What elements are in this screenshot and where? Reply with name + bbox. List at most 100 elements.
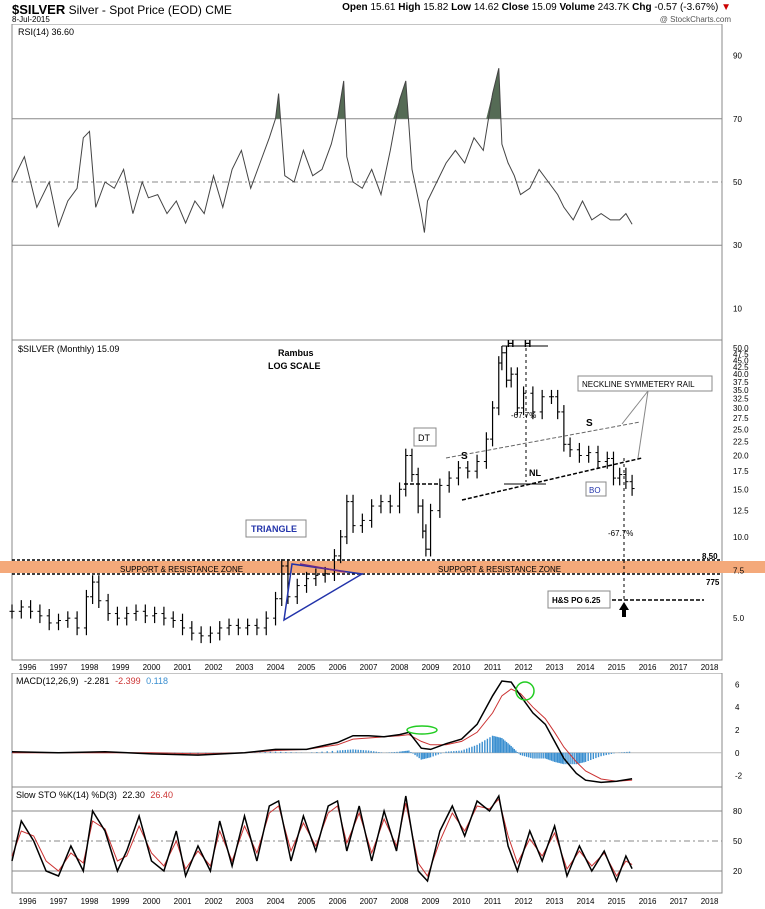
- sto-legend: Slow STO %K(14) %D(3) 22.30 26.40: [16, 790, 173, 800]
- price-x-tick: 2006: [329, 663, 347, 672]
- left-shoulder-label: S: [461, 451, 468, 462]
- sto-x-tick: 2003: [236, 897, 254, 906]
- low-label: Low: [451, 2, 472, 13]
- price-x-tick: 2011: [484, 663, 502, 672]
- sto-x-tick: 2006: [329, 897, 347, 906]
- price-y-tick: 7.5: [733, 567, 745, 576]
- price-y-tick: 15.0: [733, 485, 749, 494]
- neckline-rail-callout: [577, 375, 713, 392]
- sto-d-line: [11, 797, 633, 878]
- price-y-tick: 47.5: [733, 350, 749, 359]
- rail-callout-leader-1: [621, 390, 649, 425]
- head-left-label: H: [507, 340, 514, 350]
- sto-y-tick: 50: [733, 837, 742, 846]
- bo-label: BO: [589, 486, 601, 495]
- symbol-description: Silver - Spot Price (EOD): [68, 3, 202, 17]
- sto-frame: [11, 787, 723, 894]
- rambus-title: Rambus: [278, 348, 314, 358]
- open-value: 15.61: [370, 2, 396, 13]
- volume-value: 243.7K: [597, 2, 630, 13]
- sto-x-tick: 2008: [391, 897, 409, 906]
- price-x-tick: 2017: [670, 663, 688, 672]
- price-x-ticks: 1996 1997 1998 1999 2000 2001 2002 2003 2004 2005…: [19, 663, 719, 672]
- price-x-tick: 2013: [546, 663, 564, 672]
- macd-y-tick: 4: [735, 703, 740, 712]
- dt-callout: [413, 427, 437, 447]
- sto-x-tick: 2002: [205, 897, 223, 906]
- zone-label-left: SUPPORT & RESISTANCE ZONE: [120, 565, 243, 574]
- chart-header: $SILVER Silver - Spot Price (EOD) CME 8-…: [0, 0, 765, 26]
- price-x-tick: 2000: [143, 663, 161, 672]
- level-lower-label: 775: [706, 578, 720, 587]
- macd-y-ticks: -2 0 2 4 6: [12, 680, 743, 781]
- macd-highlight-2008: [406, 725, 438, 735]
- price-x-tick: 2018: [701, 663, 719, 672]
- rsi-grid: [12, 118, 722, 246]
- price-x-tick: 2010: [453, 663, 471, 672]
- price-y-ticks: 5.0 7.5 10.0 12.5 15.0 17.5 20.0 22.5 25.0 27.530…: [733, 344, 749, 623]
- sto-x-tick: 1997: [50, 897, 68, 906]
- rsi-y-ticks: 10 30 50 70 90: [733, 52, 742, 314]
- rsi-overbought-fill: [275, 68, 501, 119]
- exchange: CME: [205, 3, 232, 17]
- sto-x-tick: 2013: [546, 897, 564, 906]
- price-y-tick: 25.0: [733, 425, 749, 434]
- price-pane: SUPPORT & RESISTANCE ZONE SUPPORT & RESI…: [0, 340, 765, 672]
- price-y-tick: 35.0: [733, 386, 749, 395]
- pct-bottom-label: -67.7%: [608, 529, 633, 538]
- price-x-tick: 2003: [236, 663, 254, 672]
- sto-x-tick: 2010: [453, 897, 471, 906]
- price-x-tick: 2009: [422, 663, 440, 672]
- open-label: Open: [342, 2, 368, 13]
- rsi-overbought-area: [486, 68, 501, 119]
- sto-x-tick: 2014: [577, 897, 595, 906]
- price-x-tick: 2012: [515, 663, 533, 672]
- neckline-rail-label: NECKLINE SYMMETERY RAIL: [582, 380, 695, 389]
- macd-signal-value: -2.399: [115, 676, 141, 686]
- macd-legend: MACD(12,26,9) -2.281 -2.399 0.118: [16, 676, 168, 686]
- zone-label-right: SUPPORT & RESISTANCE ZONE: [438, 565, 561, 574]
- po-arrow-up-icon: [619, 602, 629, 617]
- macd-title: MACD(12,26,9): [16, 676, 79, 686]
- price-y-tick: 27.5: [733, 414, 749, 423]
- head-right-label: H: [524, 340, 531, 350]
- macd-line: [11, 680, 633, 784]
- rsi-line: [11, 68, 633, 233]
- price-x-tick: 2014: [577, 663, 595, 672]
- rsi-overbought-area: [393, 80, 409, 119]
- sto-x-tick: 2011: [484, 897, 502, 906]
- price-x-tick: 2004: [267, 663, 285, 672]
- sto-x-tick: 1999: [112, 897, 130, 906]
- quote-line: Open 15.61 High 15.82 Low 14.62 Close 15…: [342, 2, 731, 13]
- change-value: -0.57 (-3.67%): [654, 2, 719, 13]
- macd-signal-line: [12, 688, 633, 782]
- po-label: H&S PO 6.25: [552, 596, 601, 605]
- sto-x-tick: 2005: [298, 897, 316, 906]
- price-x-tick: 1999: [112, 663, 130, 672]
- rsi-pane: 10 30 50 70 90 RSI(14) 36.60: [11, 24, 742, 340]
- price-frame: [11, 340, 723, 661]
- triangle-label: TRIANGLE: [251, 524, 297, 534]
- rsi-y-tick: 30: [733, 241, 742, 250]
- pct-top-label: -67.7%: [511, 411, 536, 420]
- macd-hist-value: 0.118: [146, 676, 168, 686]
- symbol: $SILVER: [12, 2, 66, 17]
- macd-highlight-2011: [515, 681, 535, 701]
- macd-histogram: [11, 735, 631, 765]
- right-shoulder-label: S: [586, 418, 593, 429]
- sto-d-value: 26.40: [150, 790, 173, 800]
- sto-x-tick: 1998: [81, 897, 99, 906]
- change-down-arrow-icon: ▼: [721, 2, 731, 13]
- macd-y-tick: 0: [735, 749, 740, 758]
- close-value: 15.09: [531, 2, 557, 13]
- po-callout: [547, 590, 611, 609]
- sto-x-tick: 2009: [422, 897, 440, 906]
- sto-pane: 20 50 80 Slow STO %K(14) %D(3) 22.30 26.40…: [11, 787, 742, 906]
- sto-k-line: [11, 793, 633, 884]
- neckline: [461, 457, 643, 501]
- sto-x-tick: 2001: [174, 897, 192, 906]
- volume-label: Volume: [559, 2, 595, 13]
- price-x-tick: 2005: [298, 663, 316, 672]
- price-x-tick: 1996: [19, 663, 37, 672]
- rsi-overbought-area: [275, 93, 281, 119]
